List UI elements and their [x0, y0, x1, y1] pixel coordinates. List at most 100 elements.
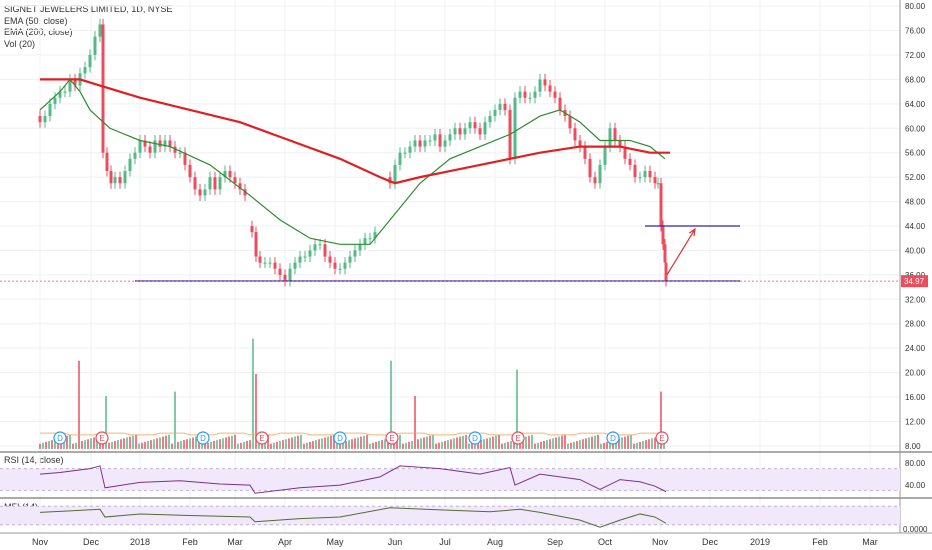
- volume-bar: [438, 442, 440, 449]
- volume-bar: [216, 440, 218, 449]
- volume-bar: [117, 440, 119, 449]
- volume-bar: [558, 436, 560, 449]
- candle-body: [268, 262, 272, 264]
- candle-body: [43, 116, 47, 123]
- dividend-marker-label: D: [610, 434, 616, 443]
- dividend-marker: [196, 431, 210, 445]
- volume-bar: [531, 434, 533, 449]
- candle-body: [578, 140, 582, 147]
- volume-bar: [615, 439, 617, 449]
- candle-body: [173, 146, 177, 153]
- time-tick-label: Dec: [83, 537, 100, 547]
- rsi-tick-label: 40.00: [905, 481, 926, 490]
- volume-bar: [636, 442, 638, 449]
- volume-bar: [513, 440, 515, 449]
- price-tick-label: 56.00: [905, 149, 926, 158]
- volume-bar: [579, 440, 581, 449]
- volume-bar: [54, 439, 56, 449]
- time-tick-label: Jun: [388, 537, 403, 547]
- volume-bar: [228, 436, 230, 449]
- volume-bar: [522, 437, 524, 449]
- candle-body: [608, 128, 612, 147]
- volume-bar: [249, 440, 251, 449]
- volume-bar: [156, 438, 158, 449]
- candle-body: [158, 140, 162, 147]
- volume-bar: [192, 437, 194, 449]
- candle-body: [105, 152, 109, 172]
- volume-bar: [165, 435, 167, 449]
- volume-bar: [624, 436, 626, 449]
- candle-body: [403, 152, 407, 154]
- volume-bar: [255, 373, 257, 449]
- candle-body: [358, 244, 362, 251]
- volume-bar: [243, 441, 245, 449]
- volume-bar: [237, 443, 239, 449]
- candle-body: [448, 134, 452, 141]
- candle-body: [493, 109, 497, 117]
- price-tick-label: 8.00: [905, 442, 921, 451]
- candle-body: [283, 274, 287, 281]
- candle-body: [478, 128, 482, 135]
- price-tick-label: 48.00: [905, 198, 926, 207]
- volume-bar: [147, 441, 149, 449]
- volume-bar: [528, 435, 530, 449]
- candle-body: [208, 177, 212, 190]
- volume-ma-line: [40, 432, 664, 436]
- volume-bar: [327, 436, 329, 449]
- projection-arrow-head: [688, 227, 696, 237]
- candle-body: [93, 36, 97, 55]
- candle-body: [528, 97, 532, 99]
- candle-body: [588, 158, 592, 178]
- volume-bar: [459, 436, 461, 449]
- volume-bar: [375, 441, 377, 449]
- volume-bar: [492, 436, 494, 449]
- candle-body: [68, 79, 72, 92]
- volume-bar: [231, 435, 233, 449]
- time-tick-label: Oct: [598, 537, 613, 547]
- rsi-legend: RSI (14, close): [4, 455, 64, 465]
- volume-bar: [447, 440, 449, 449]
- projection-arrow: [666, 228, 696, 276]
- volume-bar: [72, 443, 74, 449]
- volume-bar: [276, 441, 278, 449]
- earnings-marker: [385, 431, 399, 445]
- volume-bar: [606, 441, 608, 449]
- volume-bar: [309, 441, 311, 449]
- volume-bar: [420, 438, 422, 449]
- volume-bar: [189, 438, 191, 449]
- candle-body: [218, 177, 222, 190]
- volume-bar: [159, 437, 161, 449]
- candle-body: [273, 262, 277, 269]
- dividend-marker: [468, 431, 482, 445]
- candle-body: [303, 256, 307, 258]
- candle-body: [408, 146, 412, 153]
- candle-body: [178, 152, 182, 154]
- candle-body: [558, 97, 562, 110]
- legend-volume: Vol (20): [4, 38, 36, 49]
- volume-bar: [129, 436, 131, 449]
- candle-body: [63, 91, 67, 93]
- volume-bar: [435, 443, 437, 449]
- candle-body: [53, 97, 57, 104]
- candle-body: [663, 244, 667, 263]
- candle-body: [428, 140, 432, 142]
- volume-bar: [378, 441, 380, 449]
- price-tick-label: 68.00: [905, 75, 926, 84]
- time-tick-label: 2019: [750, 537, 770, 547]
- candle-body: [258, 256, 262, 263]
- volume-bar: [183, 440, 185, 449]
- volume-bar: [450, 439, 452, 449]
- volume-bar: [141, 442, 143, 449]
- volume-bar: [174, 391, 176, 449]
- volume-bar: [168, 434, 170, 449]
- candle-body: [368, 238, 372, 240]
- volume-bar: [588, 437, 590, 449]
- volume-bar: [381, 440, 383, 449]
- volume-bar: [396, 435, 398, 449]
- volume-bar: [585, 438, 587, 449]
- volume-bar: [546, 440, 548, 449]
- candle-body: [473, 122, 477, 129]
- volume-bar: [330, 435, 332, 449]
- volume-bar: [408, 441, 410, 449]
